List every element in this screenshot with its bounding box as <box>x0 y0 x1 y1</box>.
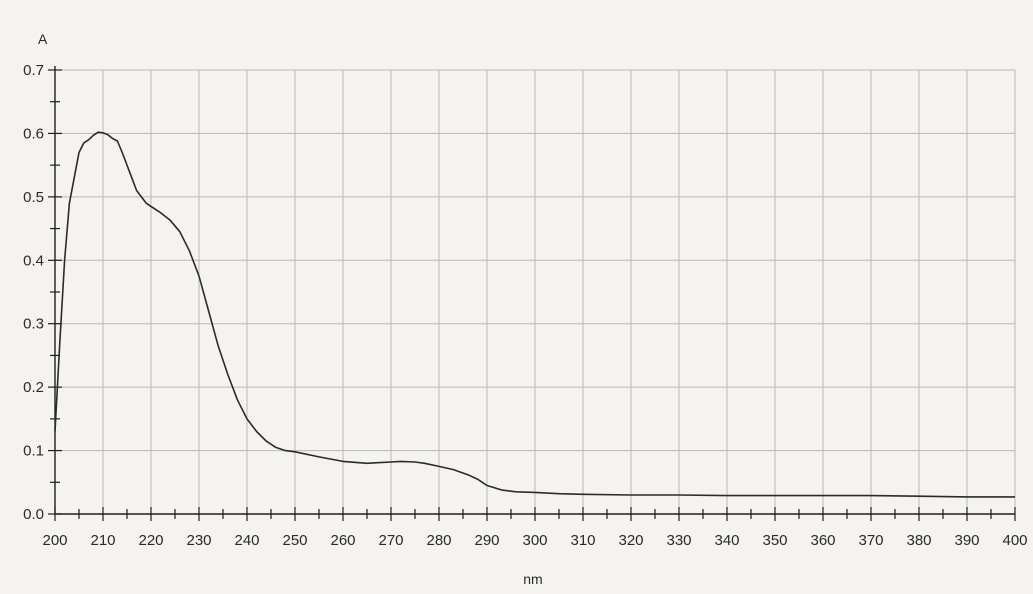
y-tick-label: 0.5 <box>23 189 44 206</box>
x-tick-label: 380 <box>906 532 931 549</box>
grid <box>55 69 1016 514</box>
x-tick-label: 320 <box>618 532 643 549</box>
series-layer <box>54 131 1015 498</box>
y-tick-label: 0.2 <box>23 379 44 396</box>
x-tick-label: 260 <box>330 532 355 549</box>
x-tick-label: 390 <box>954 532 979 549</box>
x-tick-label: 270 <box>378 532 403 549</box>
y-tick-labels: 0.0 0.1 0.2 0.3 0.4 0.5 0.6 0.7 <box>23 62 44 523</box>
y-tick-label: 0.6 <box>23 125 44 142</box>
y-tick-label: 0.4 <box>23 252 44 269</box>
x-tick-label: 400 <box>1002 532 1027 549</box>
x-tick-label: 280 <box>426 532 451 549</box>
axes <box>48 66 1016 521</box>
x-tick-label: 330 <box>666 532 691 549</box>
x-tick-label: 200 <box>42 532 67 549</box>
x-tick-label: 250 <box>282 532 307 549</box>
y-tick-label: 0.7 <box>23 62 44 79</box>
y-tick-label: 0.1 <box>23 443 44 460</box>
x-tick-label: 350 <box>762 532 787 549</box>
x-tick-label: 370 <box>858 532 883 549</box>
x-tick-label: 340 <box>714 532 739 549</box>
y-tick-label: 0.3 <box>23 316 44 333</box>
x-tick-label: 210 <box>90 532 115 549</box>
x-tick-label: 240 <box>234 532 259 549</box>
x-tick-label: 220 <box>138 532 163 549</box>
x-tick-label: 360 <box>810 532 835 549</box>
x-tick-label: 290 <box>474 532 499 549</box>
x-tick-label: 300 <box>522 532 547 549</box>
x-tick-labels: 200 210 220 230 240 250 260 270 280 290 300 310 320 3… <box>42 532 1027 549</box>
x-tick-label: 310 <box>570 532 595 549</box>
series-line <box>54 131 1015 498</box>
x-axis-label: nm <box>523 571 542 587</box>
y-axis-label: A <box>38 31 48 47</box>
y-tick-label: 0.0 <box>23 506 44 523</box>
x-tick-label: 230 <box>186 532 211 549</box>
